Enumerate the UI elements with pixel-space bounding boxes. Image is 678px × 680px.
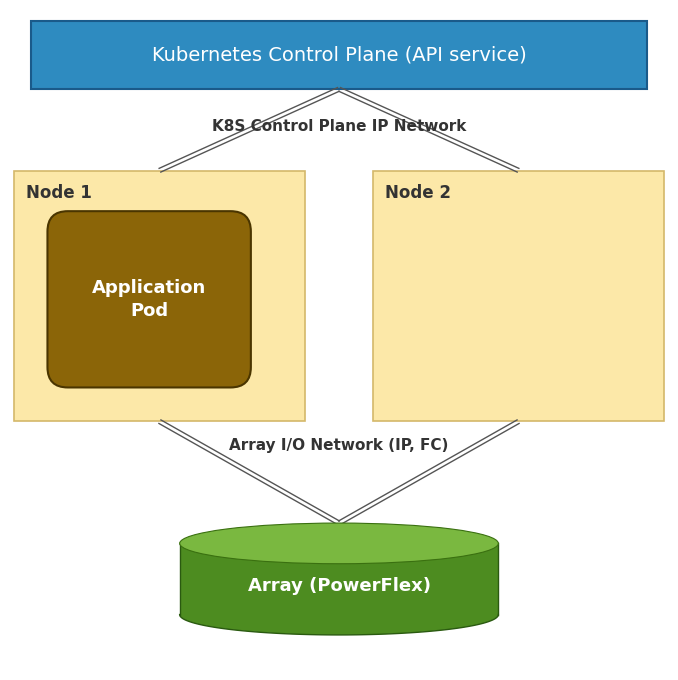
Text: Application
Pod: Application Pod — [92, 279, 206, 320]
Text: Array (PowerFlex): Array (PowerFlex) — [247, 577, 431, 595]
FancyBboxPatch shape — [31, 21, 647, 89]
Text: Node 2: Node 2 — [385, 184, 451, 202]
Ellipse shape — [180, 594, 498, 635]
Text: Kubernetes Control Plane (API service): Kubernetes Control Plane (API service) — [152, 46, 526, 65]
FancyBboxPatch shape — [14, 171, 305, 422]
FancyBboxPatch shape — [373, 171, 664, 422]
Ellipse shape — [180, 523, 498, 564]
Text: K8S Control Plane IP Network: K8S Control Plane IP Network — [212, 119, 466, 134]
Text: Node 1: Node 1 — [26, 184, 92, 202]
Text: Array I/O Network (IP, FC): Array I/O Network (IP, FC) — [229, 438, 449, 453]
Polygon shape — [180, 543, 498, 615]
FancyBboxPatch shape — [47, 211, 251, 388]
